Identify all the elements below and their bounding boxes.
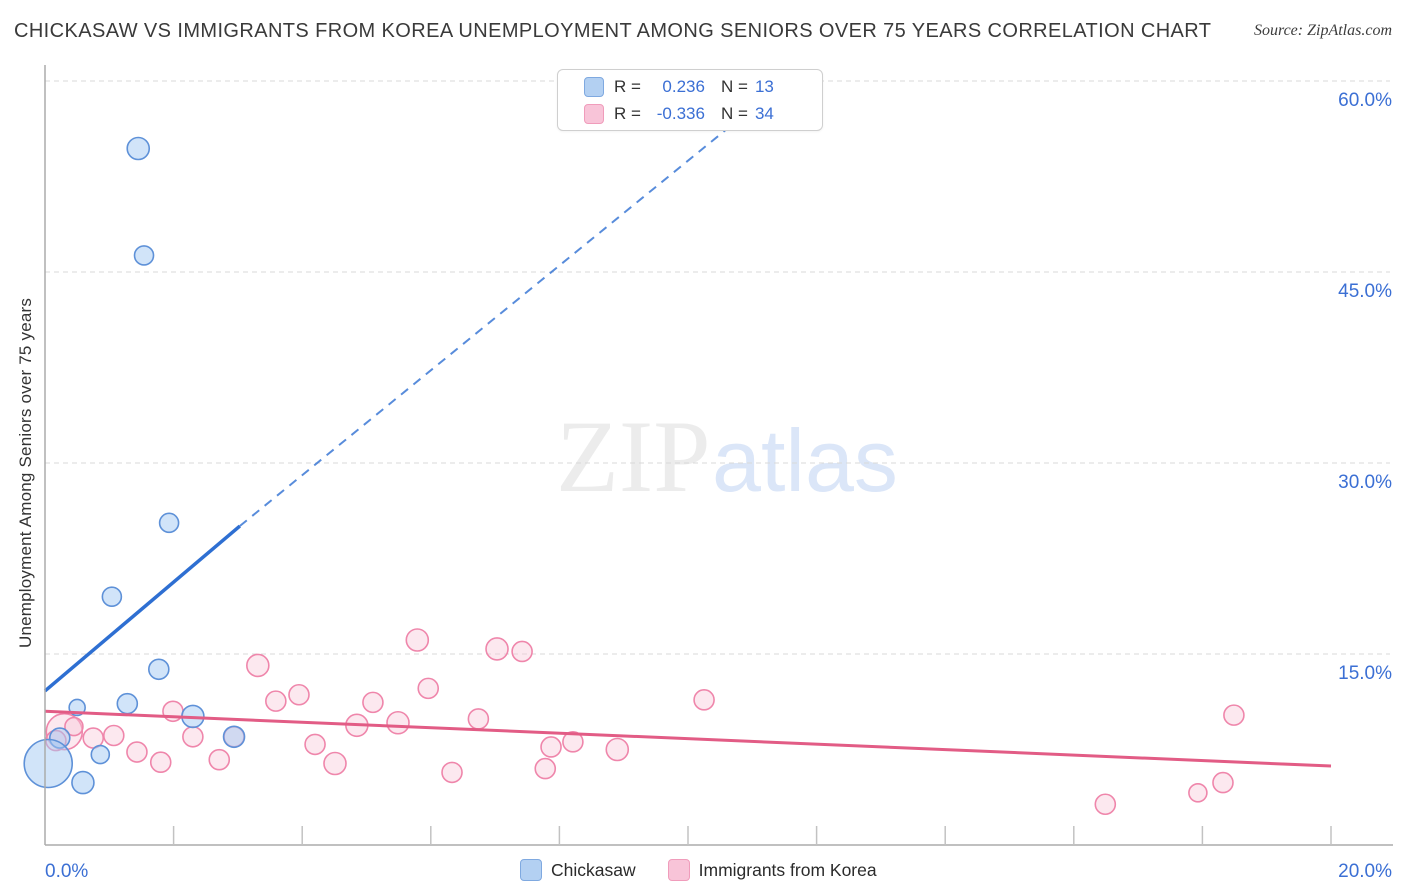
data-point: [1094, 793, 1117, 816]
legend-item-korea: Immigrants from Korea: [667, 859, 877, 881]
n-label: N =: [720, 103, 748, 123]
series-chickasaw: [23, 136, 246, 795]
y-tick-label: 30.0%: [1338, 472, 1392, 493]
data-point: [1212, 771, 1234, 794]
data-point: [222, 725, 246, 749]
legend-label-chickasaw: Chickasaw: [551, 859, 636, 880]
r-label: R =: [614, 76, 641, 96]
data-point: [64, 716, 84, 737]
data-point: [323, 751, 347, 776]
legend-label-korea: Immigrants from Korea: [698, 859, 877, 880]
data-point: [149, 751, 172, 774]
correlation-stats-legend: R = 0.236 N = 13 R = -0.336 N = 34: [557, 69, 823, 131]
korea-swatch-icon: [584, 103, 604, 124]
data-point: [101, 586, 123, 608]
legend-item-chickasaw: Chickasaw: [520, 859, 636, 881]
x-axis-min-label: 0.0%: [45, 861, 89, 882]
data-point: [90, 744, 111, 765]
r-label: R =: [614, 103, 641, 123]
data-point: [1223, 704, 1245, 726]
data-point: [288, 683, 310, 706]
gridlines: 60.0% 45.0% 30.0% 15.0%: [45, 80, 1392, 684]
chickasaw-n-value: 13: [754, 76, 774, 96]
x-axis-max-label: 20.0%: [1338, 861, 1392, 882]
data-point: [126, 741, 148, 763]
n-label: N =: [720, 76, 748, 96]
watermark: ZIP atlas: [556, 400, 898, 514]
axes: [44, 65, 1393, 846]
korea-r-value: -0.336: [656, 103, 705, 123]
data-point: [182, 725, 204, 748]
data-point: [693, 689, 715, 711]
data-point: [1188, 782, 1208, 803]
data-point: [71, 770, 95, 795]
y-tick-label: 15.0%: [1338, 663, 1392, 684]
chickasaw-trend-line: [43, 524, 241, 693]
data-point: [534, 757, 557, 780]
chickasaw-trend-extension: [239, 80, 787, 527]
data-point: [485, 637, 509, 661]
korea-swatch-icon: [667, 859, 690, 881]
series-legend: Chickasaw Immigrants from Korea: [520, 859, 877, 881]
y-tick-label: 45.0%: [1338, 281, 1392, 302]
data-point: [511, 640, 533, 663]
data-point: [540, 736, 562, 758]
watermark-atlas: atlas: [712, 411, 898, 510]
data-point: [304, 733, 326, 756]
data-point: [158, 512, 180, 534]
data-point: [103, 724, 125, 747]
watermark-zip: ZIP: [556, 400, 711, 514]
y-tick-label: 60.0%: [1338, 90, 1392, 111]
legend-row-chickasaw: R = 0.236 N = 13: [584, 76, 822, 98]
legend-row-korea: R = -0.336 N = 34: [584, 103, 822, 125]
korea-n-value: 34: [754, 103, 774, 123]
data-point: [126, 136, 151, 161]
chickasaw-swatch-icon: [584, 76, 604, 97]
source-attribution: Source: ZipAtlas.com: [1253, 22, 1392, 39]
data-point: [405, 628, 430, 652]
data-point: [417, 677, 440, 700]
page-title: CHICKASAW VS IMMIGRANTS FROM KOREA UNEMP…: [14, 20, 1212, 42]
data-point: [148, 658, 170, 681]
data-point: [605, 737, 630, 762]
data-point: [441, 761, 463, 784]
data-point: [208, 748, 231, 771]
data-point: [116, 692, 139, 715]
data-point: [467, 708, 490, 730]
data-point: [362, 691, 384, 714]
data-point: [386, 710, 410, 735]
data-point: [562, 731, 584, 753]
trend-lines: [43, 80, 1332, 768]
chickasaw-r-value: 0.236: [662, 76, 705, 96]
data-point: [246, 653, 270, 678]
data-point: [133, 245, 155, 266]
korea-trend-line: [44, 709, 1332, 768]
chickasaw-swatch-icon: [520, 859, 542, 881]
series-korea: [45, 628, 1245, 816]
data-point: [265, 690, 287, 712]
data-point: [23, 738, 74, 789]
